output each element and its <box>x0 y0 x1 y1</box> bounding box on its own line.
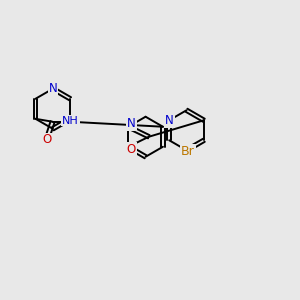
Text: N: N <box>49 82 57 95</box>
Text: O: O <box>43 134 52 146</box>
Text: Br: Br <box>181 145 195 158</box>
Text: NH: NH <box>62 116 79 126</box>
Text: N: N <box>165 114 174 127</box>
Text: O: O <box>127 143 136 156</box>
Text: N: N <box>127 117 136 130</box>
